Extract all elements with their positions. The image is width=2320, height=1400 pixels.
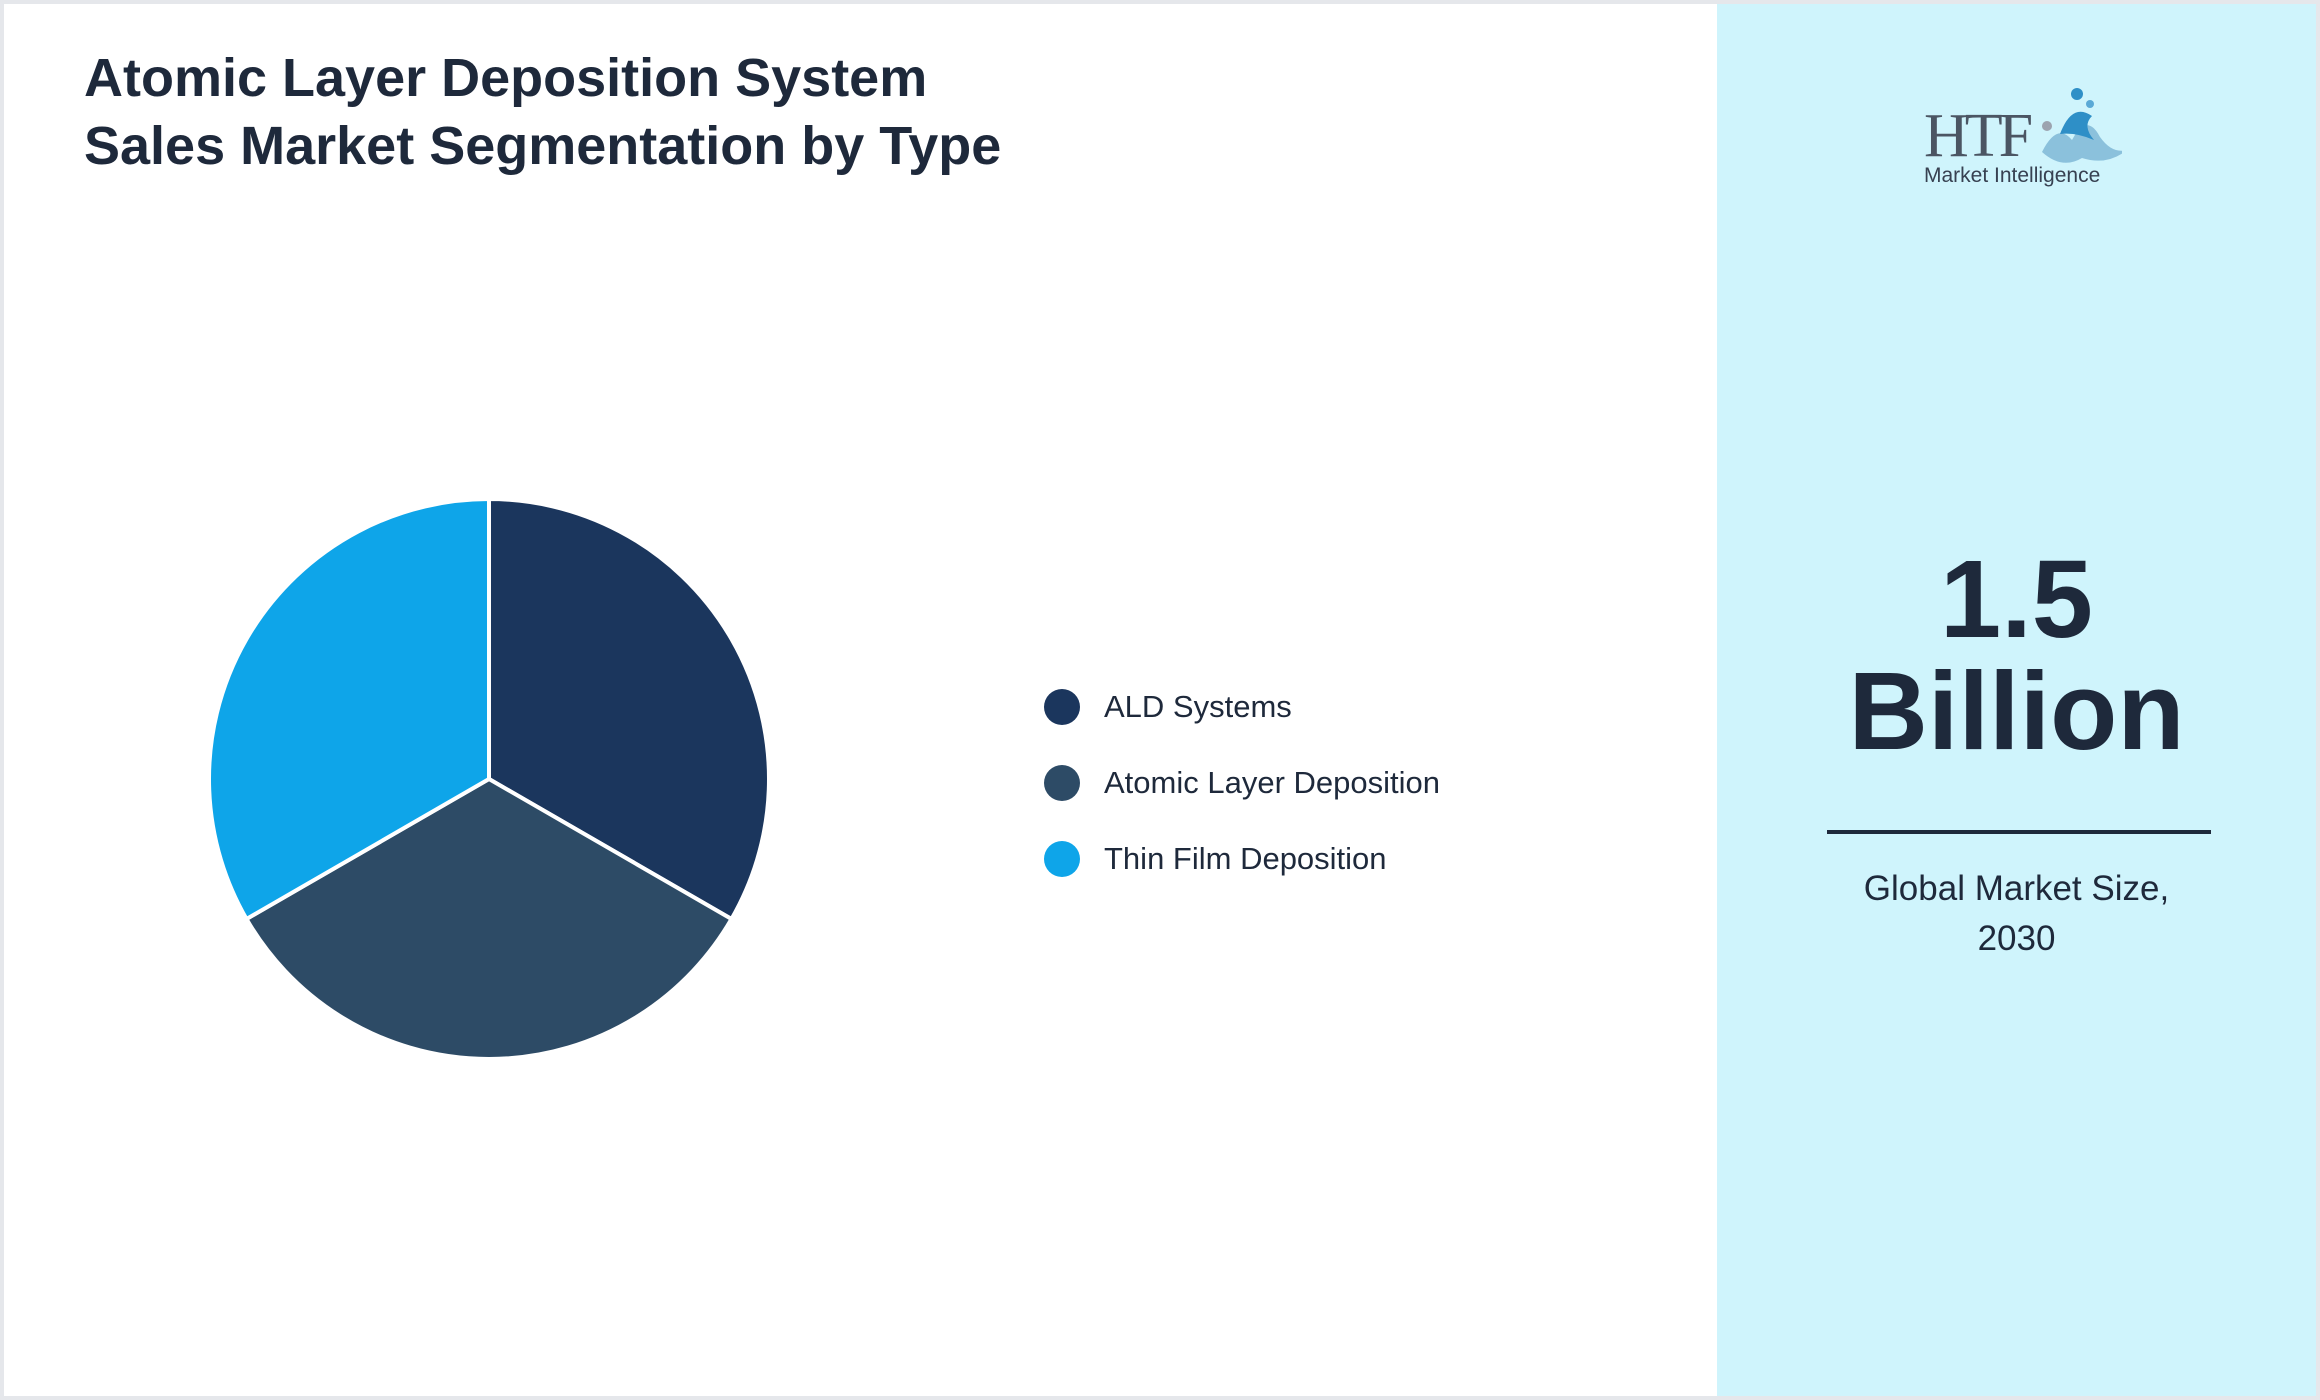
caption-line-2: 2030: [1977, 919, 2056, 958]
divider-line: [1827, 830, 2211, 834]
legend-swatch: [1044, 689, 1080, 725]
main-panel: Atomic Layer Deposition System Sales Mar…: [4, 4, 1717, 1396]
legend-item: ALD Systems: [1044, 669, 1644, 745]
pie-slice-atomic-layer-deposition: [244, 777, 734, 1061]
legend-label: ALD Systems: [1104, 689, 1292, 724]
market-size-unit: Billion: [1848, 650, 2185, 773]
logo-swoosh-shape: [2042, 125, 2122, 163]
pie-slice-thin-film-deposition: [207, 497, 491, 921]
legend-swatch: [1044, 841, 1080, 877]
pie-chart: [207, 497, 771, 1061]
legend-label: Thin Film Deposition: [1104, 841, 1387, 876]
market-size-caption: Global Market Size, 2030: [1717, 864, 2316, 964]
logo-figure-shape: [2060, 111, 2094, 140]
legend-item: Thin Film Deposition: [1044, 821, 1644, 897]
chart-title: Atomic Layer Deposition System Sales Mar…: [84, 48, 1002, 176]
legend-label: Atomic Layer Deposition: [1104, 765, 1440, 800]
legend-swatch: [1044, 765, 1080, 801]
logo-tagline-text: Market Intelligence: [1924, 164, 2100, 187]
logo-brand-text: HTF: [1924, 102, 2032, 170]
caption-line-1: Global Market Size,: [1863, 869, 2170, 908]
logo-dot-1: [2071, 88, 2083, 100]
logo-dot-3: [2042, 121, 2052, 131]
legend-item: Atomic Layer Deposition: [1044, 745, 1644, 821]
market-size-value: 1.5 Billion: [1717, 544, 2316, 768]
pie-slice-ald-systems: [487, 497, 771, 921]
market-size-number: 1.5: [1940, 538, 2093, 661]
chart-legend: ALD Systems Atomic Layer Deposition Thin F…: [1044, 669, 1644, 897]
htf-logo-icon: HTF Market Intelligence: [1924, 88, 2122, 187]
logo-dot-2: [2086, 100, 2094, 108]
summary-panel: [1717, 4, 2316, 1396]
